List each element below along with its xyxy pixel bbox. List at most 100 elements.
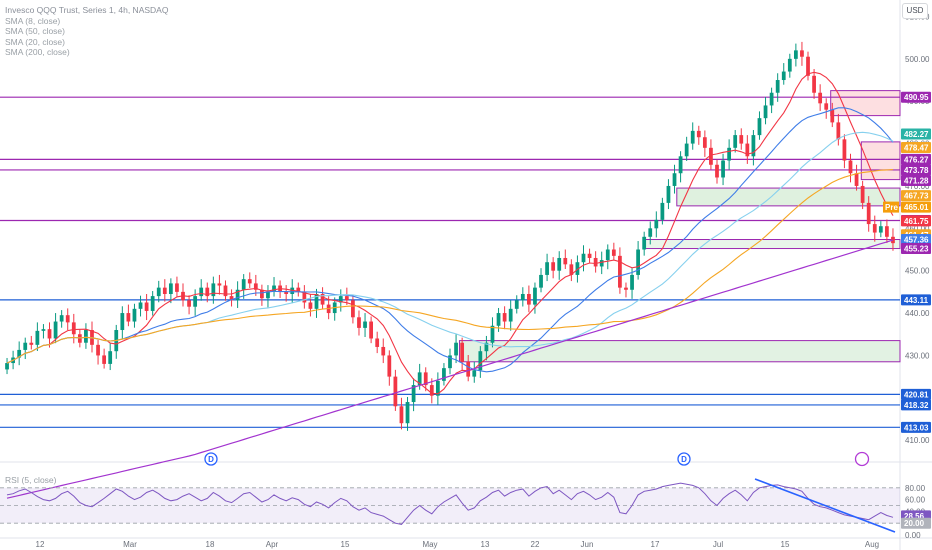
legend-title: Invesco QQQ Trust, Series 1, 4h, NASDAQ <box>5 5 169 15</box>
rsi-tick-label: 80.00 <box>905 484 926 493</box>
candle-body <box>763 105 768 119</box>
candle-body <box>581 253 586 263</box>
candle-body <box>666 185 671 203</box>
candle-body <box>502 313 507 322</box>
dividend-marker-icon <box>677 452 691 466</box>
candle-body <box>793 50 798 59</box>
zone-rect <box>458 340 901 363</box>
candle-body <box>205 287 210 297</box>
candle-body <box>59 315 64 322</box>
currency-selector[interactable]: USD <box>902 3 928 19</box>
price-tag <box>901 91 931 103</box>
rsi-legend[interactable]: RSI (5, close) <box>5 475 57 485</box>
candle-body <box>800 50 804 57</box>
chart-legend: Invesco QQQ Trust, Series 1, 4h, NASDAQ … <box>5 5 168 58</box>
candle-body <box>393 376 398 407</box>
candle-body <box>587 253 592 258</box>
dividend-marker-label: D <box>681 455 687 464</box>
time-tick-label: 15 <box>341 540 350 549</box>
price-tag-label: 471.28 <box>904 177 929 186</box>
price-tag-label: 476.27 <box>904 155 929 164</box>
candle-body <box>47 329 52 339</box>
candle-body <box>223 285 228 297</box>
candle-body <box>260 289 264 299</box>
price-tag <box>901 421 931 433</box>
candle-body <box>836 122 841 140</box>
rsi-tick-label: 0.00 <box>905 531 921 540</box>
price-tag <box>901 164 931 176</box>
price-tag-label: 461.75 <box>904 217 929 226</box>
candle-body <box>193 296 198 307</box>
candle-body <box>302 291 307 303</box>
zone-rect <box>676 187 901 207</box>
candle-body <box>211 283 216 297</box>
candle-body <box>17 349 22 358</box>
candle-body <box>575 262 580 275</box>
candle-body <box>454 342 458 356</box>
candle-body <box>466 361 471 377</box>
candle-body <box>435 380 440 396</box>
time-tick-label: Apr <box>266 540 279 549</box>
candle-body <box>35 330 40 345</box>
candle-body <box>460 342 465 362</box>
candle-body <box>739 135 744 144</box>
candle-body <box>775 80 780 93</box>
price-tag-label: 455.23 <box>904 245 929 254</box>
rsi-line <box>6 482 894 525</box>
time-tick-label: 13 <box>481 540 490 549</box>
candle-body <box>102 355 107 364</box>
time-tick-label: Jul <box>713 540 723 549</box>
candle-body <box>126 313 131 322</box>
sma-8-line <box>6 71 894 395</box>
price-tag <box>901 215 931 227</box>
candle-body <box>527 293 531 305</box>
candle-body <box>448 355 452 369</box>
candle-body <box>806 56 810 76</box>
candle-body <box>721 160 725 178</box>
price-tick-label: 460.00 <box>905 224 930 233</box>
candle-body <box>417 372 422 386</box>
price-tag-label: 473.78 <box>904 166 929 175</box>
candle-body <box>830 109 835 123</box>
price-tag-label: 478.47 <box>904 144 929 153</box>
price-tick-label: 500.00 <box>905 55 930 64</box>
candle-body <box>545 262 549 275</box>
candle-body <box>551 262 556 271</box>
candle-body <box>266 291 270 299</box>
legend-sma-8[interactable]: SMA (8, close) <box>5 15 61 26</box>
candle-body <box>684 143 689 157</box>
zone-rect <box>860 141 901 181</box>
candle-body <box>175 283 179 292</box>
legend-sma-50[interactable]: SMA (50, close) <box>5 26 65 36</box>
candle-body <box>539 274 543 288</box>
candle-body <box>138 302 143 309</box>
time-tick-label: 17 <box>651 540 660 549</box>
candle-body <box>787 58 792 72</box>
legend-sma-20[interactable]: SMA (20, close) <box>5 36 65 47</box>
candle-body <box>654 219 659 229</box>
candle-body <box>314 293 319 309</box>
candle-body <box>162 287 167 294</box>
candle-body <box>715 164 719 178</box>
candle-body <box>235 289 240 301</box>
price-tag-label: 467.73 <box>904 192 929 201</box>
candle-body <box>709 147 713 165</box>
price-tag-label: 457.36 <box>904 236 929 245</box>
candle-body <box>77 334 82 343</box>
price-tag <box>901 388 931 400</box>
candle-body <box>120 313 125 331</box>
candle-body <box>253 283 258 290</box>
zone-rect <box>830 90 901 117</box>
candle-body <box>423 372 428 386</box>
price-tick-label: 440.00 <box>905 309 930 318</box>
candle-body <box>168 283 173 294</box>
candle-body <box>132 308 137 322</box>
candle-body <box>733 135 738 148</box>
legend-sma-200[interactable]: SMA (200, close) <box>5 47 70 57</box>
price-tag <box>901 190 931 202</box>
candle-body <box>71 322 76 335</box>
candle-body <box>490 325 495 343</box>
price-tag <box>901 399 931 411</box>
candle-body <box>854 173 859 186</box>
